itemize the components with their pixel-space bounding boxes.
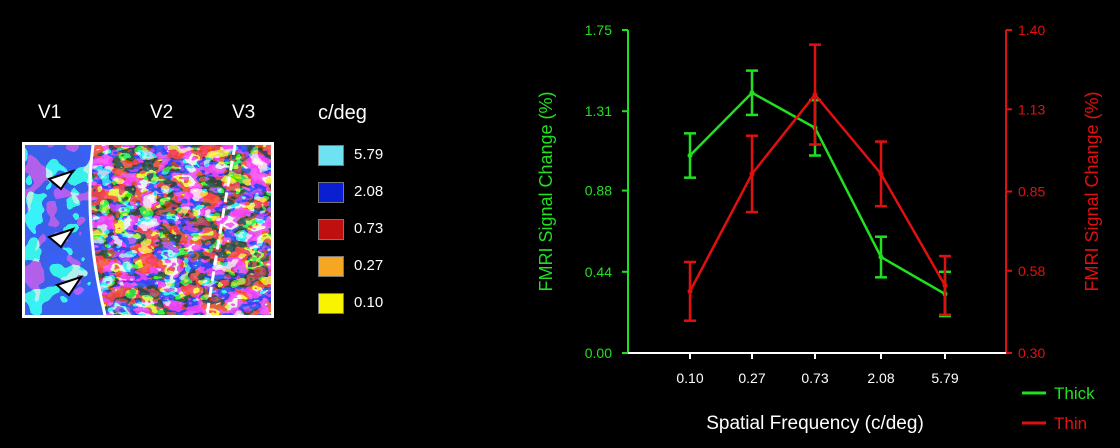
x-tick-label: 0.27 (738, 370, 765, 386)
legend-label: 0.73 (354, 220, 384, 237)
right-y-axis-title: FMRI Signal Change (%) (1082, 91, 1102, 291)
map-image (25, 145, 271, 315)
right-tick-label: 0.58 (1018, 263, 1045, 279)
x-tick-label: 0.73 (801, 370, 828, 386)
legend-swatch (318, 256, 344, 277)
arrowhead-marker-icon (46, 227, 76, 249)
left-tick-label: 0.88 (585, 183, 612, 199)
left-tick-label: 1.31 (585, 103, 612, 119)
x-tick-label: 0.10 (676, 370, 703, 386)
x-tick-label: 2.08 (867, 370, 894, 386)
data-point (878, 254, 884, 260)
right-tick-label: 1.40 (1018, 22, 1045, 38)
data-point (942, 282, 948, 288)
legend-label: 0.27 (354, 257, 384, 274)
data-point (687, 288, 693, 294)
series-line-thin (688, 92, 947, 292)
right-tick-label: 0.85 (1018, 184, 1045, 200)
data-point (687, 153, 693, 159)
left-tick-label: 0.44 (585, 264, 612, 280)
arrowhead-marker-icon (54, 275, 84, 297)
area-label-v2: V2 (150, 102, 174, 123)
legend-swatch (318, 145, 344, 166)
spatial-frequency-map (22, 142, 274, 318)
data-point (749, 171, 755, 177)
right-tick-label: 1.13 (1018, 101, 1045, 117)
v2-v3-boundary (205, 145, 237, 315)
area-label-v1: V1 (38, 102, 62, 123)
left-tick-label: 1.75 (585, 22, 612, 38)
legend-swatch (318, 219, 344, 240)
legend-label-thin: Thin (1054, 414, 1087, 433)
v2-v3-region (89, 145, 271, 315)
right-tick-label: 0.30 (1018, 345, 1045, 361)
v1-v2-boundary (88, 145, 107, 315)
x-axis-title: Spatial Frequency (c/deg) (706, 413, 924, 434)
legend-label-thick: Thick (1054, 384, 1095, 403)
arrowhead-marker-icon (46, 169, 76, 191)
x-tick-label: 5.79 (931, 370, 958, 386)
legend-swatch (318, 182, 344, 203)
data-point (878, 171, 884, 177)
legend-swatch (318, 293, 344, 314)
data-point (812, 92, 818, 98)
left-tick-label: 0.00 (585, 345, 612, 361)
legend-label: 5.79 (354, 146, 384, 163)
legend-label: 0.10 (354, 294, 384, 311)
legend-label: 2.08 (354, 183, 384, 200)
left-y-axis-title: FMRI Signal Change (%) (536, 91, 556, 291)
area-label-v3: V3 (232, 102, 256, 123)
series-line-thick (689, 91, 946, 296)
data-point (749, 90, 755, 96)
legend-title: c/deg (318, 102, 367, 124)
